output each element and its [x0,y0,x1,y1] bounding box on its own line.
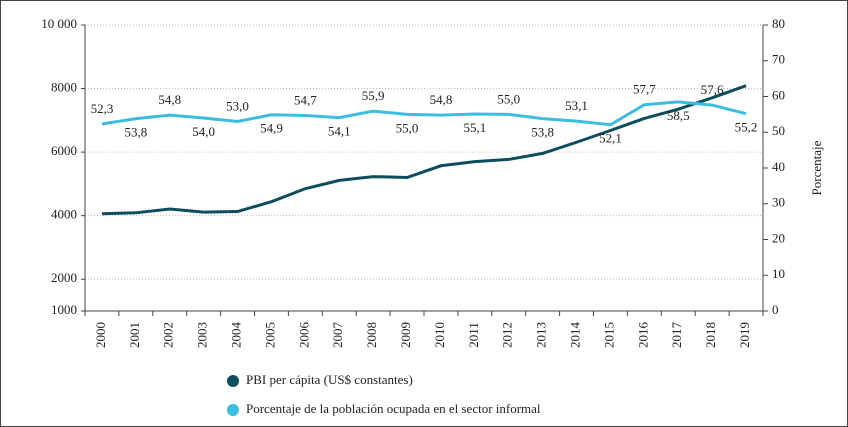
x-tick-label: 2018 [703,322,718,348]
x-tick-label: 2019 [737,322,752,348]
y2-tick-label: 0 [772,302,779,317]
data-label: 55,0 [396,120,419,135]
legend-marker [227,375,239,387]
y-tick-label: 8000 [51,80,77,95]
y-tick-label: 6000 [51,143,77,158]
data-label: 52,1 [599,131,622,146]
y2-tick-label: 40 [772,159,785,174]
y2-axis-label: Porcentaje [809,140,824,195]
data-label: 53,0 [226,99,249,114]
data-label: 54,0 [192,124,215,139]
x-tick-label: 2004 [229,322,244,349]
y2-tick-label: 80 [772,16,785,31]
x-tick-label: 2015 [601,322,616,348]
x-tick-label: 2001 [127,322,142,348]
x-tick-label: 2011 [466,322,481,348]
y-tick-label: 2000 [51,270,77,285]
y-tick-label: 1000 [51,302,77,317]
y2-tick-label: 10 [772,266,785,281]
data-label: 53,8 [124,125,147,140]
data-label: 55,9 [362,88,385,103]
data-label: 54,9 [260,121,283,136]
data-label: 55,1 [463,120,486,135]
data-label: 58,5 [667,108,690,123]
legend-label: PBI per cápita (US$ constantes) [246,372,413,387]
x-tick-label: 2007 [330,322,345,349]
x-tick-label: 2017 [669,322,684,349]
x-tick-label: 2009 [398,322,413,348]
x-tick-label: 2000 [93,322,108,348]
y2-tick-label: 60 [772,87,785,102]
x-tick-label: 2003 [195,322,210,348]
x-tick-label: 2016 [635,322,650,349]
y2-tick-label: 20 [772,230,785,245]
y-tick-label: 10 000 [41,16,77,31]
data-label: 54,1 [328,124,351,139]
x-tick-label: 2012 [500,322,515,348]
x-tick-label: 2013 [534,322,549,348]
y2-tick-label: 50 [772,123,785,138]
y-tick-label: 4000 [51,207,77,222]
legend-label: Porcentaje de la población ocupada en el… [246,401,541,416]
legend-marker [227,404,239,416]
data-label: 54,8 [430,92,453,107]
data-label: 57,6 [701,82,724,97]
x-tick-label: 2014 [568,322,583,349]
y2-tick-label: 70 [772,52,785,67]
x-tick-label: 2005 [262,322,277,348]
x-tick-label: 2002 [161,322,176,348]
x-tick-label: 2008 [364,322,379,348]
data-label: 55,0 [497,91,520,106]
x-tick-label: 2010 [432,322,447,348]
x-tick-label: 2006 [296,322,311,349]
data-label: 55,2 [735,120,758,135]
data-label: 57,7 [633,82,656,97]
data-label: 52,3 [91,101,114,116]
series-line [101,84,747,216]
data-label: 53,8 [531,125,554,140]
y2-tick-label: 30 [772,195,785,210]
data-label: 54,7 [294,92,317,107]
data-label: 54,8 [158,92,181,107]
series-line [101,100,747,127]
data-label: 53,1 [565,98,588,113]
